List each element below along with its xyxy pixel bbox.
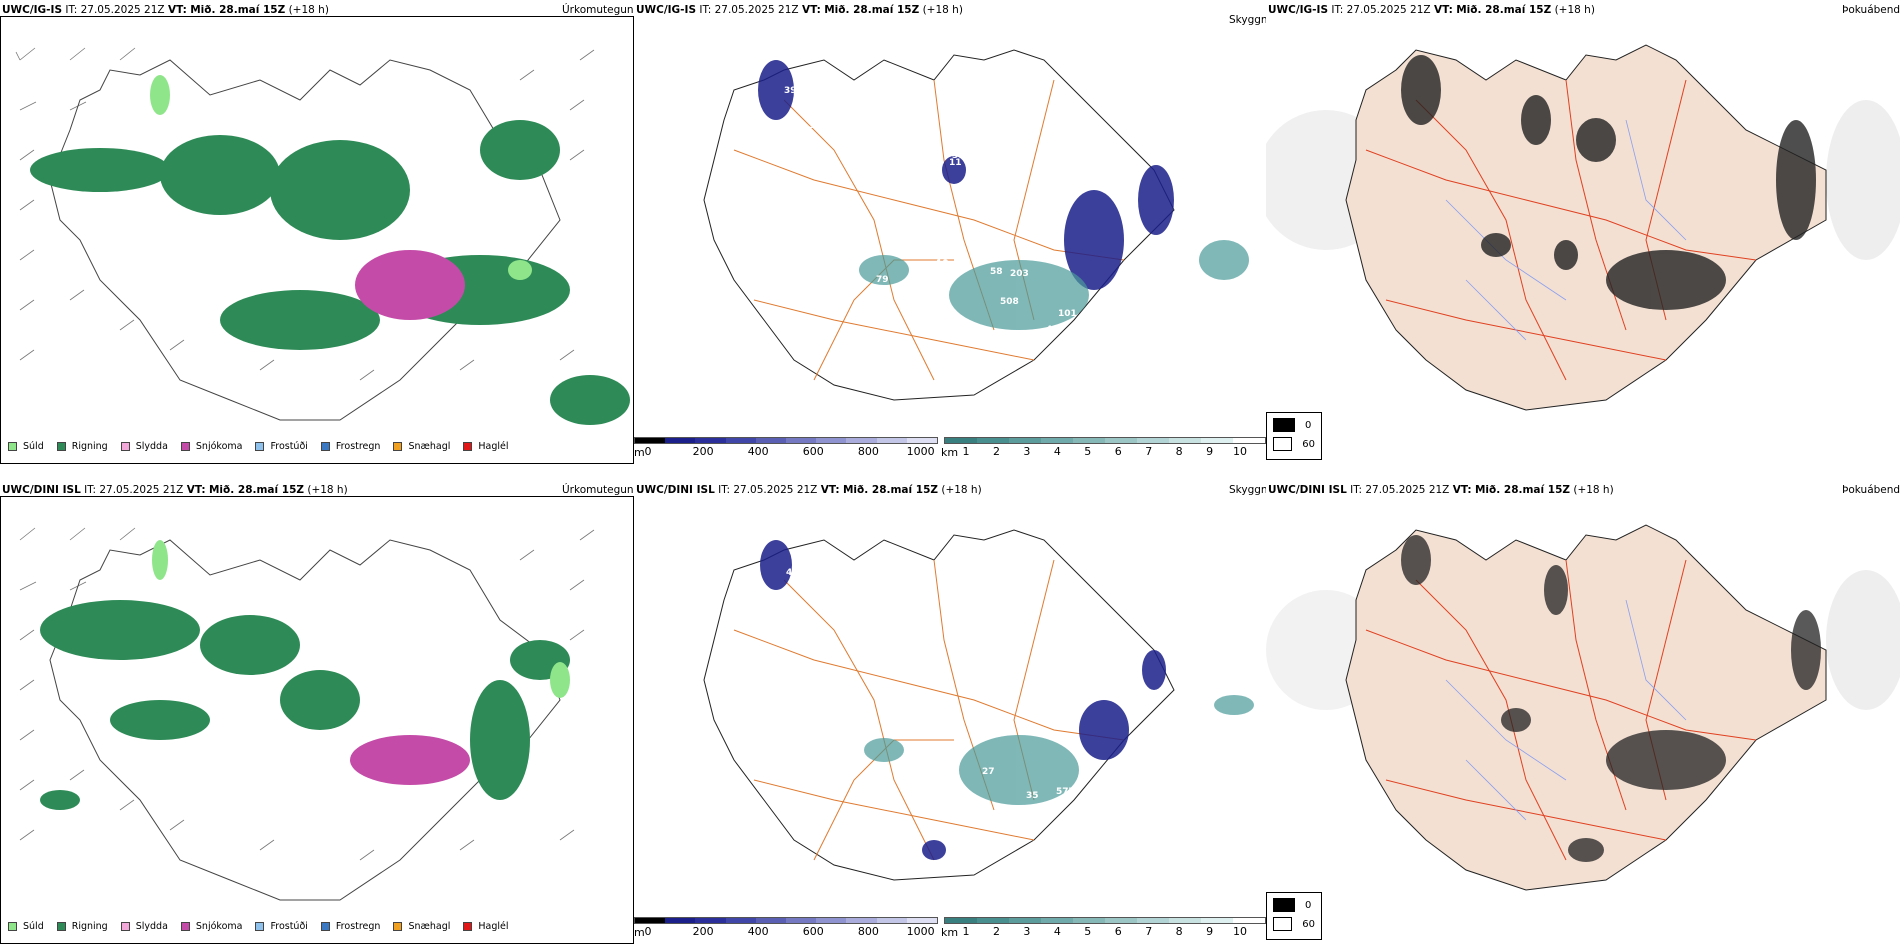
fog-map (1266, 44, 1900, 411)
row2-fog-header: UWC/DINI ISL IT: 27.05.2025 21Z VT: Mið.… (1268, 484, 1614, 496)
iceland-outline-precip (49, 59, 561, 421)
vis-label: 101 (1058, 309, 1077, 319)
precip-map (19, 527, 595, 901)
vis-label: 41 (1100, 783, 1113, 793)
vis-label: 168 (1040, 803, 1059, 813)
row1-visibility-header: UWC/IG-IS IT: 27.05.2025 21Z VT: Mið. 28… (636, 4, 963, 16)
vis-label: 203 (1010, 269, 1029, 279)
legend-item-frostudi: Frostúði (255, 441, 308, 452)
rain-areas (30, 120, 630, 425)
vis-km-colorbar: km 1 2 3 4 5 6 7 8 9 10 (941, 437, 1266, 459)
row1-visibility-labels: 39 39 11 58 203 508 49 42 48 101 48 52 7… (784, 86, 1161, 349)
legend-item-slydda: Slydda (120, 441, 168, 452)
vis-label: 52 (1136, 733, 1149, 743)
vis-m-colorbar: m 0 200 400 600 800 1000 (634, 437, 938, 459)
vis-label: 83 (1044, 217, 1057, 227)
visibility-title: Skyggni (1229, 484, 1266, 496)
row2-visibility-labels: 45 120 27 52 40 25 41 577 168 35 56 183 … (786, 568, 1157, 877)
visibility-map: 45 120 27 52 40 25 41 577 168 35 56 183 … (703, 529, 1254, 881)
vis-label: 09 (912, 865, 925, 875)
legend-item-suld: Súld (8, 921, 44, 932)
vis-label: 577 (1056, 787, 1075, 797)
vis-label: 45 (786, 568, 799, 578)
fog-map (1266, 524, 1900, 891)
fog-legend: 0 60 (1266, 412, 1322, 460)
row1-fog-panel: UWC/IG-IS IT: 27.05.2025 21Z VT: Mið. 28… (1266, 0, 1900, 470)
precip-legend: Súld Rigning Slydda Snjókoma Frostúði Fr… (8, 441, 522, 452)
legend-item-suld: Súld (8, 441, 44, 452)
vis-km-unit: km (941, 926, 959, 939)
legend-item-snaehagl: Snæhagl (393, 441, 450, 452)
legend-item-snjokoma: Snjókoma (180, 921, 242, 932)
precip-title: Úrkomutegund (562, 4, 634, 16)
vis-km-colorbar: km 1 2 3 4 5 6 7 8 9 10 (941, 917, 1266, 939)
vis-label: 27 (982, 767, 995, 777)
fog-title: Þokuábendi (1842, 484, 1900, 496)
vis-label: 183 (924, 830, 943, 840)
legend-item-slydda: Slydda (120, 921, 168, 932)
vis-m-colorbar: m 0 200 400 600 800 1000 (634, 917, 938, 939)
legend-item-frostudi: Frostúði (255, 921, 308, 932)
vis-label: 49 (1125, 257, 1138, 267)
row2-visibility-header: UWC/DINI ISL IT: 27.05.2025 21Z VT: Mið.… (636, 484, 982, 496)
legend-item-haglel: Haglél (463, 921, 509, 932)
vis-m-unit: m (634, 926, 645, 939)
vis-label: 79 (876, 275, 889, 285)
visibility-title: Skyggni (1229, 14, 1266, 26)
precip-map-frame (0, 16, 634, 464)
vis-low-areas (758, 60, 1174, 290)
vis-km-unit: km (941, 446, 959, 459)
vis-label: 40 (1116, 755, 1129, 765)
row1-fog-header: UWC/IG-IS IT: 27.05.2025 21Z VT: Mið. 28… (1268, 4, 1595, 16)
vis-label: 48 (1148, 255, 1161, 265)
legend-item-frostregn: Frostregn (320, 921, 380, 932)
vis-label: 39 (784, 86, 797, 96)
vis-label: 56 (1062, 819, 1075, 829)
legend-item-snaehagl: Snæhagl (393, 921, 450, 932)
precip-map-frame (0, 496, 634, 944)
vis-label: 508 (1000, 297, 1019, 307)
precip-legend: Súld Rigning Slydda Snjókoma Frostúði Fr… (8, 921, 522, 932)
vis-label: 11 (949, 158, 962, 168)
legend-item-rigning: Rigning (56, 441, 108, 452)
fog-legend: 0 60 (1266, 892, 1322, 940)
row2-fog-panel: UWC/DINI ISL IT: 27.05.2025 21Z VT: Mið.… (1266, 480, 1900, 950)
row1-precip-header: UWC/IG-IS IT: 27.05.2025 21Z VT: Mið. 28… (2, 4, 329, 16)
legend-item-haglel: Haglél (463, 441, 509, 452)
vis-label: 120 (994, 721, 1013, 731)
vis-teal-areas (859, 240, 1249, 330)
precip-title: Úrkomutegund (562, 484, 634, 496)
row2-precip-header: UWC/DINI ISL IT: 27.05.2025 21Z VT: Mið.… (2, 484, 348, 496)
vis-m-unit: m (634, 446, 645, 459)
fog-title: Þokuábendi (1842, 4, 1900, 16)
vis-label: 25 (1144, 753, 1157, 763)
vis-label: 38 (952, 151, 965, 161)
wind-barbs (15, 47, 595, 381)
snow-area (355, 250, 465, 320)
row1-precip-panel: UWC/IG-IS IT: 27.05.2025 21Z VT: Mið. 28… (0, 0, 634, 470)
vis-label: 42 (1120, 271, 1133, 281)
visibility-map: 39 39 11 58 203 508 49 42 48 101 48 52 7… (703, 49, 1249, 401)
legend-item-rigning: Rigning (56, 921, 108, 932)
vis-label: 52 (1060, 339, 1073, 349)
vis-label: 80 (932, 867, 945, 877)
precip-map (15, 47, 630, 425)
vis-label: 58 (990, 267, 1003, 277)
vis-label: 48 (1046, 325, 1059, 335)
legend-item-frostregn: Frostregn (320, 441, 380, 452)
row2-precip-panel: UWC/DINI ISL IT: 27.05.2025 21Z VT: Mið.… (0, 480, 634, 950)
legend-item-snjokoma: Snjókoma (180, 441, 242, 452)
vis-label: 35 (1026, 791, 1039, 801)
vis-label: 18 (936, 259, 949, 269)
row1-visibility-panel: UWC/IG-IS IT: 27.05.2025 21Z VT: Mið. 28… (634, 0, 1266, 470)
row2-visibility-panel: UWC/DINI ISL IT: 27.05.2025 21Z VT: Mið.… (634, 480, 1266, 950)
vis-label: 39 (809, 121, 822, 131)
